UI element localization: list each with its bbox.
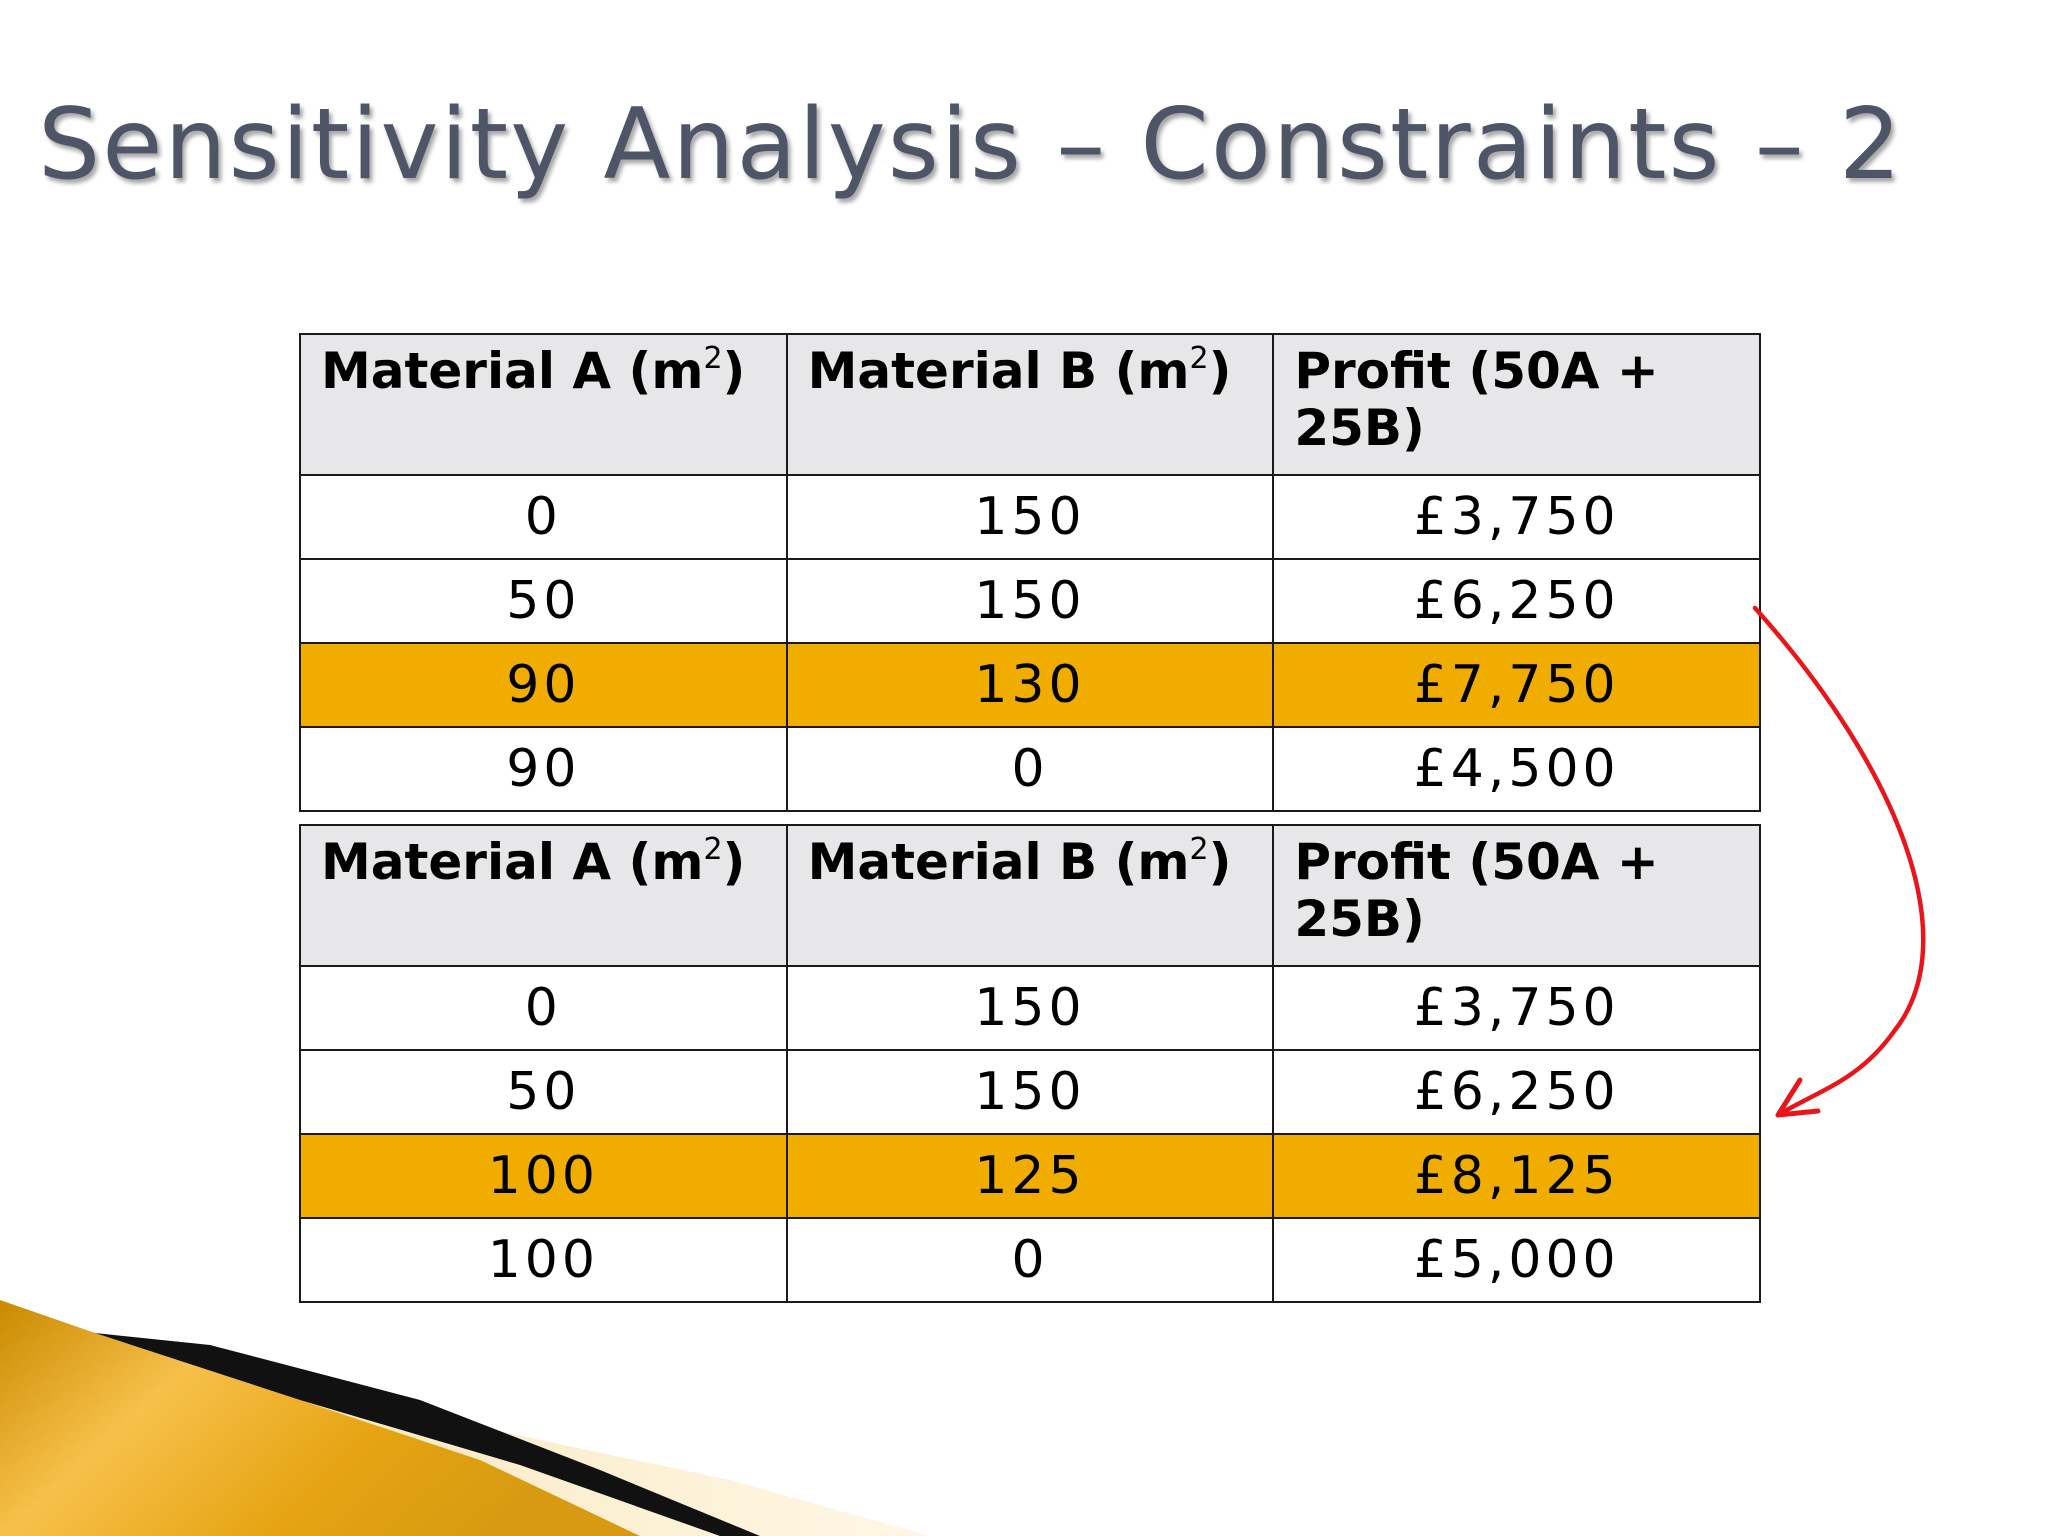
cell-material-b: 130 xyxy=(785,642,1275,728)
cell-profit: £3,750 xyxy=(1272,474,1761,560)
slide-title: Sensitivity Analysis – Constraints – 2 xyxy=(38,88,1904,202)
cell-material-a: 50 xyxy=(299,1049,788,1135)
table-row: 50 150 £6,250 xyxy=(299,1049,1761,1135)
header-material-b: Material B (m2) xyxy=(785,333,1275,476)
curved-arrow-icon xyxy=(1752,605,1926,1118)
gold-swoosh-decoration xyxy=(0,1300,930,1536)
cell-material-a: 100 xyxy=(299,1217,788,1303)
header-profit: Profit (50A + 25B) xyxy=(1272,824,1761,967)
cell-material-a: 0 xyxy=(299,965,788,1051)
cell-material-a: 90 xyxy=(299,642,788,728)
cell-material-a: 90 xyxy=(299,726,788,812)
cell-profit: £4,500 xyxy=(1272,726,1761,812)
cell-material-a: 0 xyxy=(299,474,788,560)
cell-material-b: 150 xyxy=(785,474,1275,560)
cell-material-b: 125 xyxy=(785,1133,1275,1219)
cell-profit: £5,000 xyxy=(1272,1217,1761,1303)
cell-material-b: 150 xyxy=(785,965,1275,1051)
header-material-a: Material A (m2) xyxy=(299,824,788,967)
cell-material-b: 0 xyxy=(785,1217,1275,1303)
table-row-optimal: 100 125 £8,125 xyxy=(299,1133,1761,1219)
cell-material-b: 150 xyxy=(785,1049,1275,1135)
header-profit: Profit (50A + 25B) xyxy=(1272,333,1761,476)
header-material-a: Material A (m2) xyxy=(299,333,788,476)
cell-material-b: 150 xyxy=(785,558,1275,644)
cell-material-a: 100 xyxy=(299,1133,788,1219)
cell-material-b: 0 xyxy=(785,726,1275,812)
table-row-optimal: 90 130 £7,750 xyxy=(299,642,1761,728)
cell-material-a: 50 xyxy=(299,558,788,644)
table-header-row: Material A (m2) Material B (m2) Profit (… xyxy=(299,333,1761,476)
arrow-head-icon xyxy=(1775,1077,1821,1118)
table-row: 50 150 £6,250 xyxy=(299,558,1761,644)
cell-profit: £6,250 xyxy=(1272,558,1761,644)
table-row: 90 0 £4,500 xyxy=(299,726,1761,812)
header-material-b: Material B (m2) xyxy=(785,824,1275,967)
table-header-row: Material A (m2) Material B (m2) Profit (… xyxy=(299,824,1761,967)
cell-profit: £8,125 xyxy=(1272,1133,1761,1219)
table-row: 0 150 £3,750 xyxy=(299,965,1761,1051)
cell-profit: £6,250 xyxy=(1272,1049,1761,1135)
table-row: 0 150 £3,750 xyxy=(299,474,1761,560)
sensitivity-table-revised: Material A (m2) Material B (m2) Profit (… xyxy=(299,824,1761,1303)
sensitivity-table-original: Material A (m2) Material B (m2) Profit (… xyxy=(299,333,1761,812)
cell-profit: £3,750 xyxy=(1272,965,1761,1051)
cell-profit: £7,750 xyxy=(1272,642,1761,728)
table-row: 100 0 £5,000 xyxy=(299,1217,1761,1303)
